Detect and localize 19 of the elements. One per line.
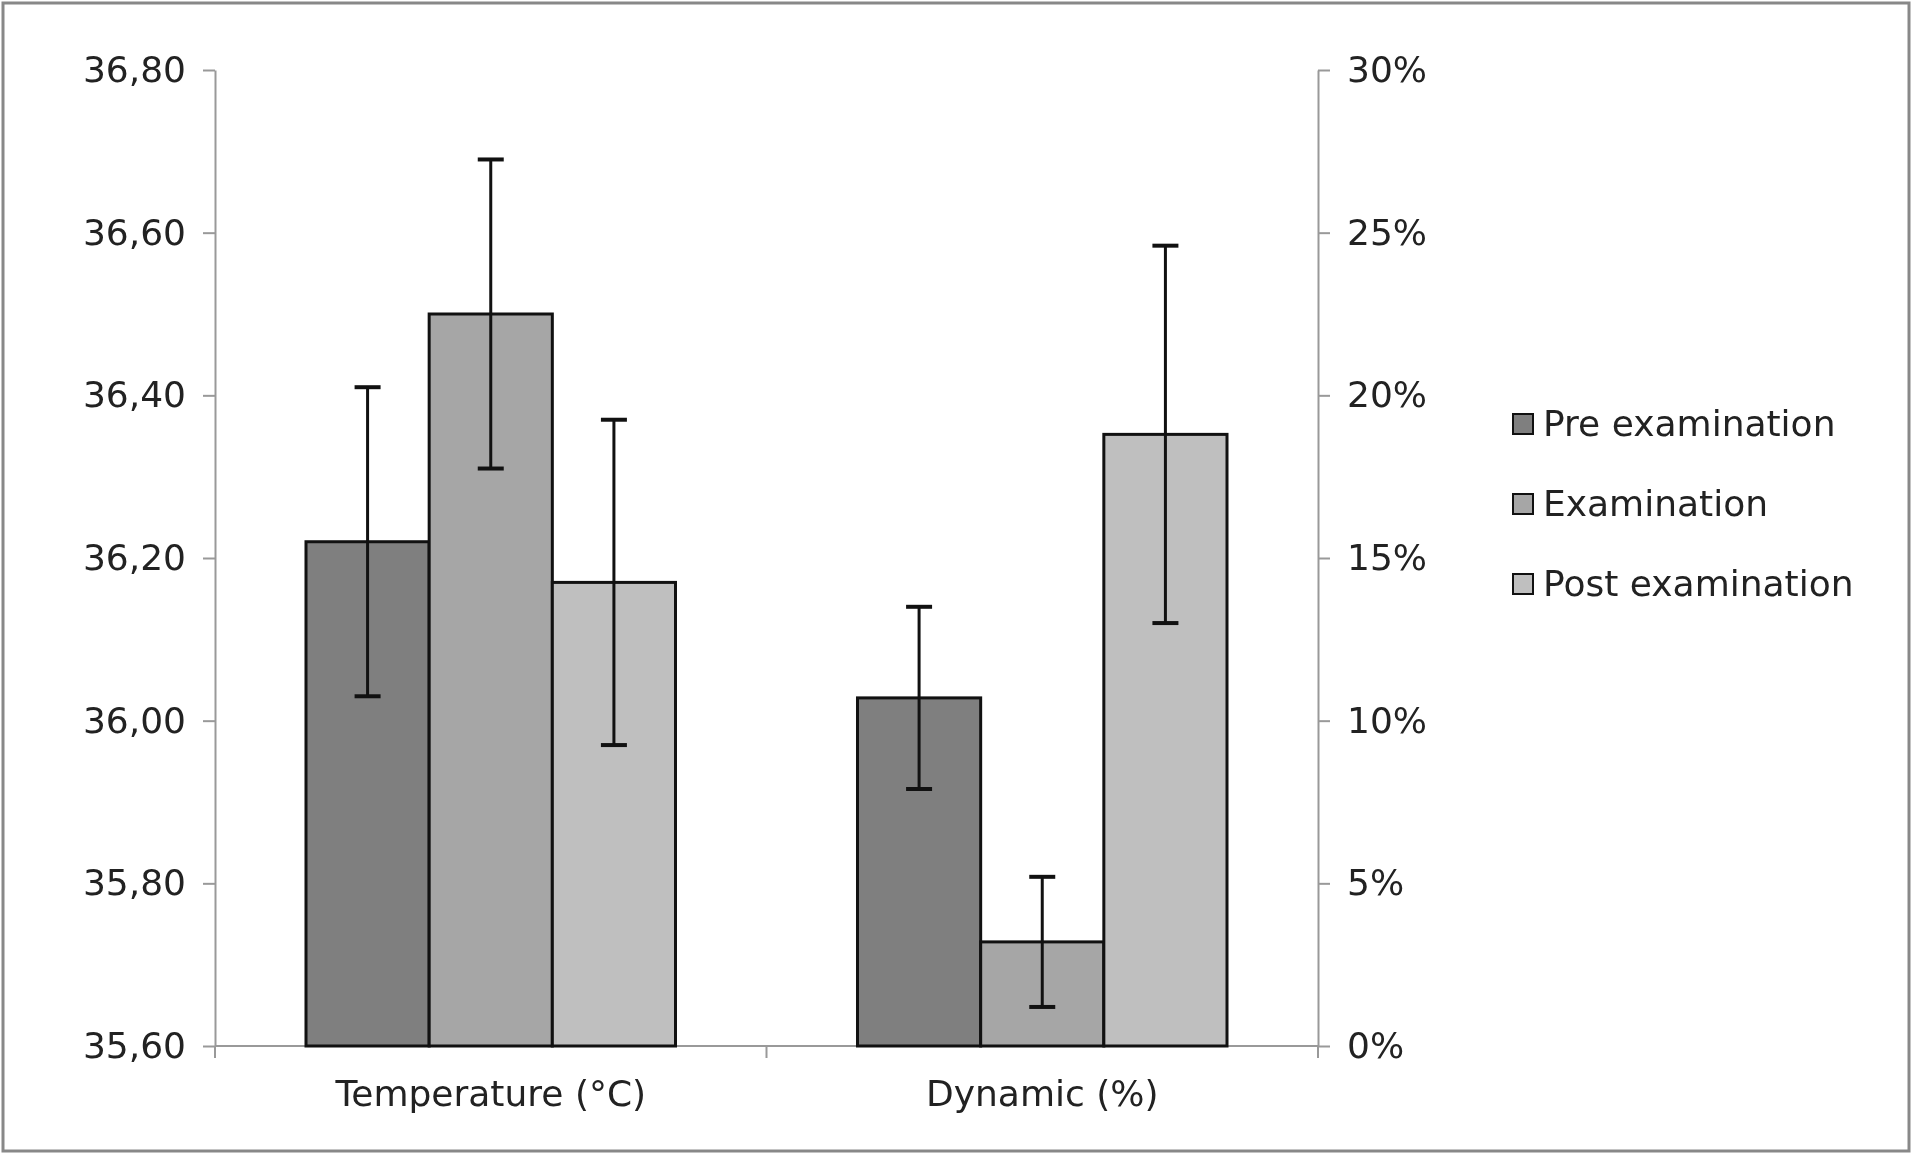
legend-label: Post examination	[1543, 563, 1854, 604]
y2-tick-label: 5%	[1347, 862, 1405, 904]
y-tick-label: 35,80	[82, 862, 186, 904]
y-tick-label: 36,40	[82, 374, 186, 416]
y-tick-label: 36,00	[82, 699, 186, 741]
y-tick-label: 36,60	[82, 211, 186, 253]
y2-tick-label: 30%	[1347, 49, 1428, 91]
y2-tick-label: 10%	[1347, 699, 1428, 741]
x-tick-label: Dynamic (%)	[925, 1073, 1159, 1114]
y-tick-label: 35,60	[82, 1025, 186, 1067]
y2-tick-label: 0%	[1347, 1025, 1405, 1067]
legend-label: Examination	[1543, 483, 1769, 524]
y-tick-label: 36,80	[82, 49, 186, 91]
y2-tick-label: 15%	[1347, 537, 1428, 579]
legend-label: Pre examination	[1543, 403, 1836, 444]
y2-tick-label: 25%	[1347, 211, 1428, 253]
x-tick-label: Temperature (°C)	[334, 1073, 647, 1114]
y2-tick-label: 20%	[1347, 374, 1428, 416]
y-tick-label: 36,20	[82, 537, 186, 579]
